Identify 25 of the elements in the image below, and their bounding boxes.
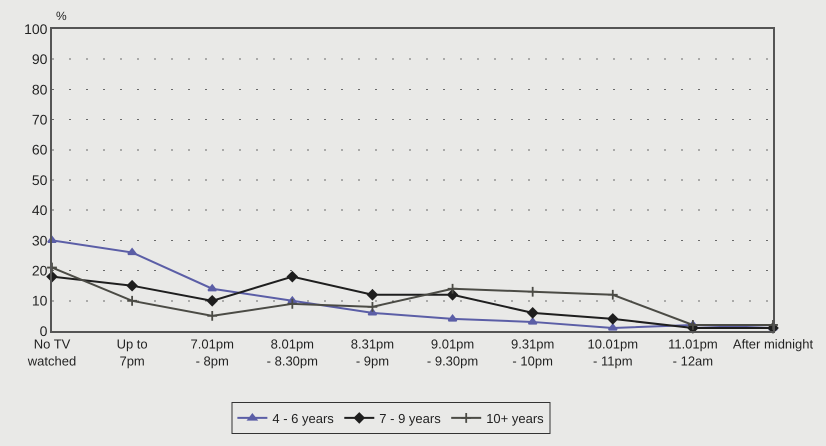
y-tick-label: 100 bbox=[24, 20, 48, 37]
y-tick-label: 40 bbox=[32, 202, 48, 218]
x-tick-label: 9.01pm - 9.30pm bbox=[426, 336, 478, 368]
x-tick-label: No TV watched bbox=[26, 336, 76, 368]
y-tick-label: 80 bbox=[32, 81, 48, 98]
legend-label: 4 - 6 years bbox=[272, 410, 334, 426]
y-tick-label: 0 bbox=[40, 322, 48, 339]
y-tick-label: 30 bbox=[32, 232, 48, 248]
x-tick-label: 11.01pm - 12am bbox=[668, 336, 718, 368]
x-tick-label: Up to 7pm bbox=[116, 336, 148, 368]
x-tick-label: 9.31pm - 10pm bbox=[510, 336, 554, 368]
y-tick-label: 90 bbox=[32, 51, 48, 68]
y-axis-title: % bbox=[56, 9, 67, 23]
y-tick-label: 20 bbox=[32, 262, 48, 278]
x-tick-label: 8.01pm - 8.30pm bbox=[266, 336, 318, 368]
legend-label: 7 - 9 years bbox=[379, 410, 442, 426]
y-tick-label: 70 bbox=[32, 112, 48, 128]
x-tick-label: 8.31pm - 9pm bbox=[350, 336, 394, 368]
x-tick-label: 7.01pm - 8pm bbox=[190, 336, 234, 368]
y-tick-label: 10 bbox=[32, 292, 48, 309]
y-tick-label: 50 bbox=[32, 172, 48, 188]
x-tick-label: After midnight bbox=[732, 336, 814, 352]
y-tick-label: 60 bbox=[32, 142, 48, 158]
x-tick-label: 10.01pm - 11pm bbox=[587, 336, 638, 368]
legend-label: 10+ years bbox=[486, 410, 544, 426]
